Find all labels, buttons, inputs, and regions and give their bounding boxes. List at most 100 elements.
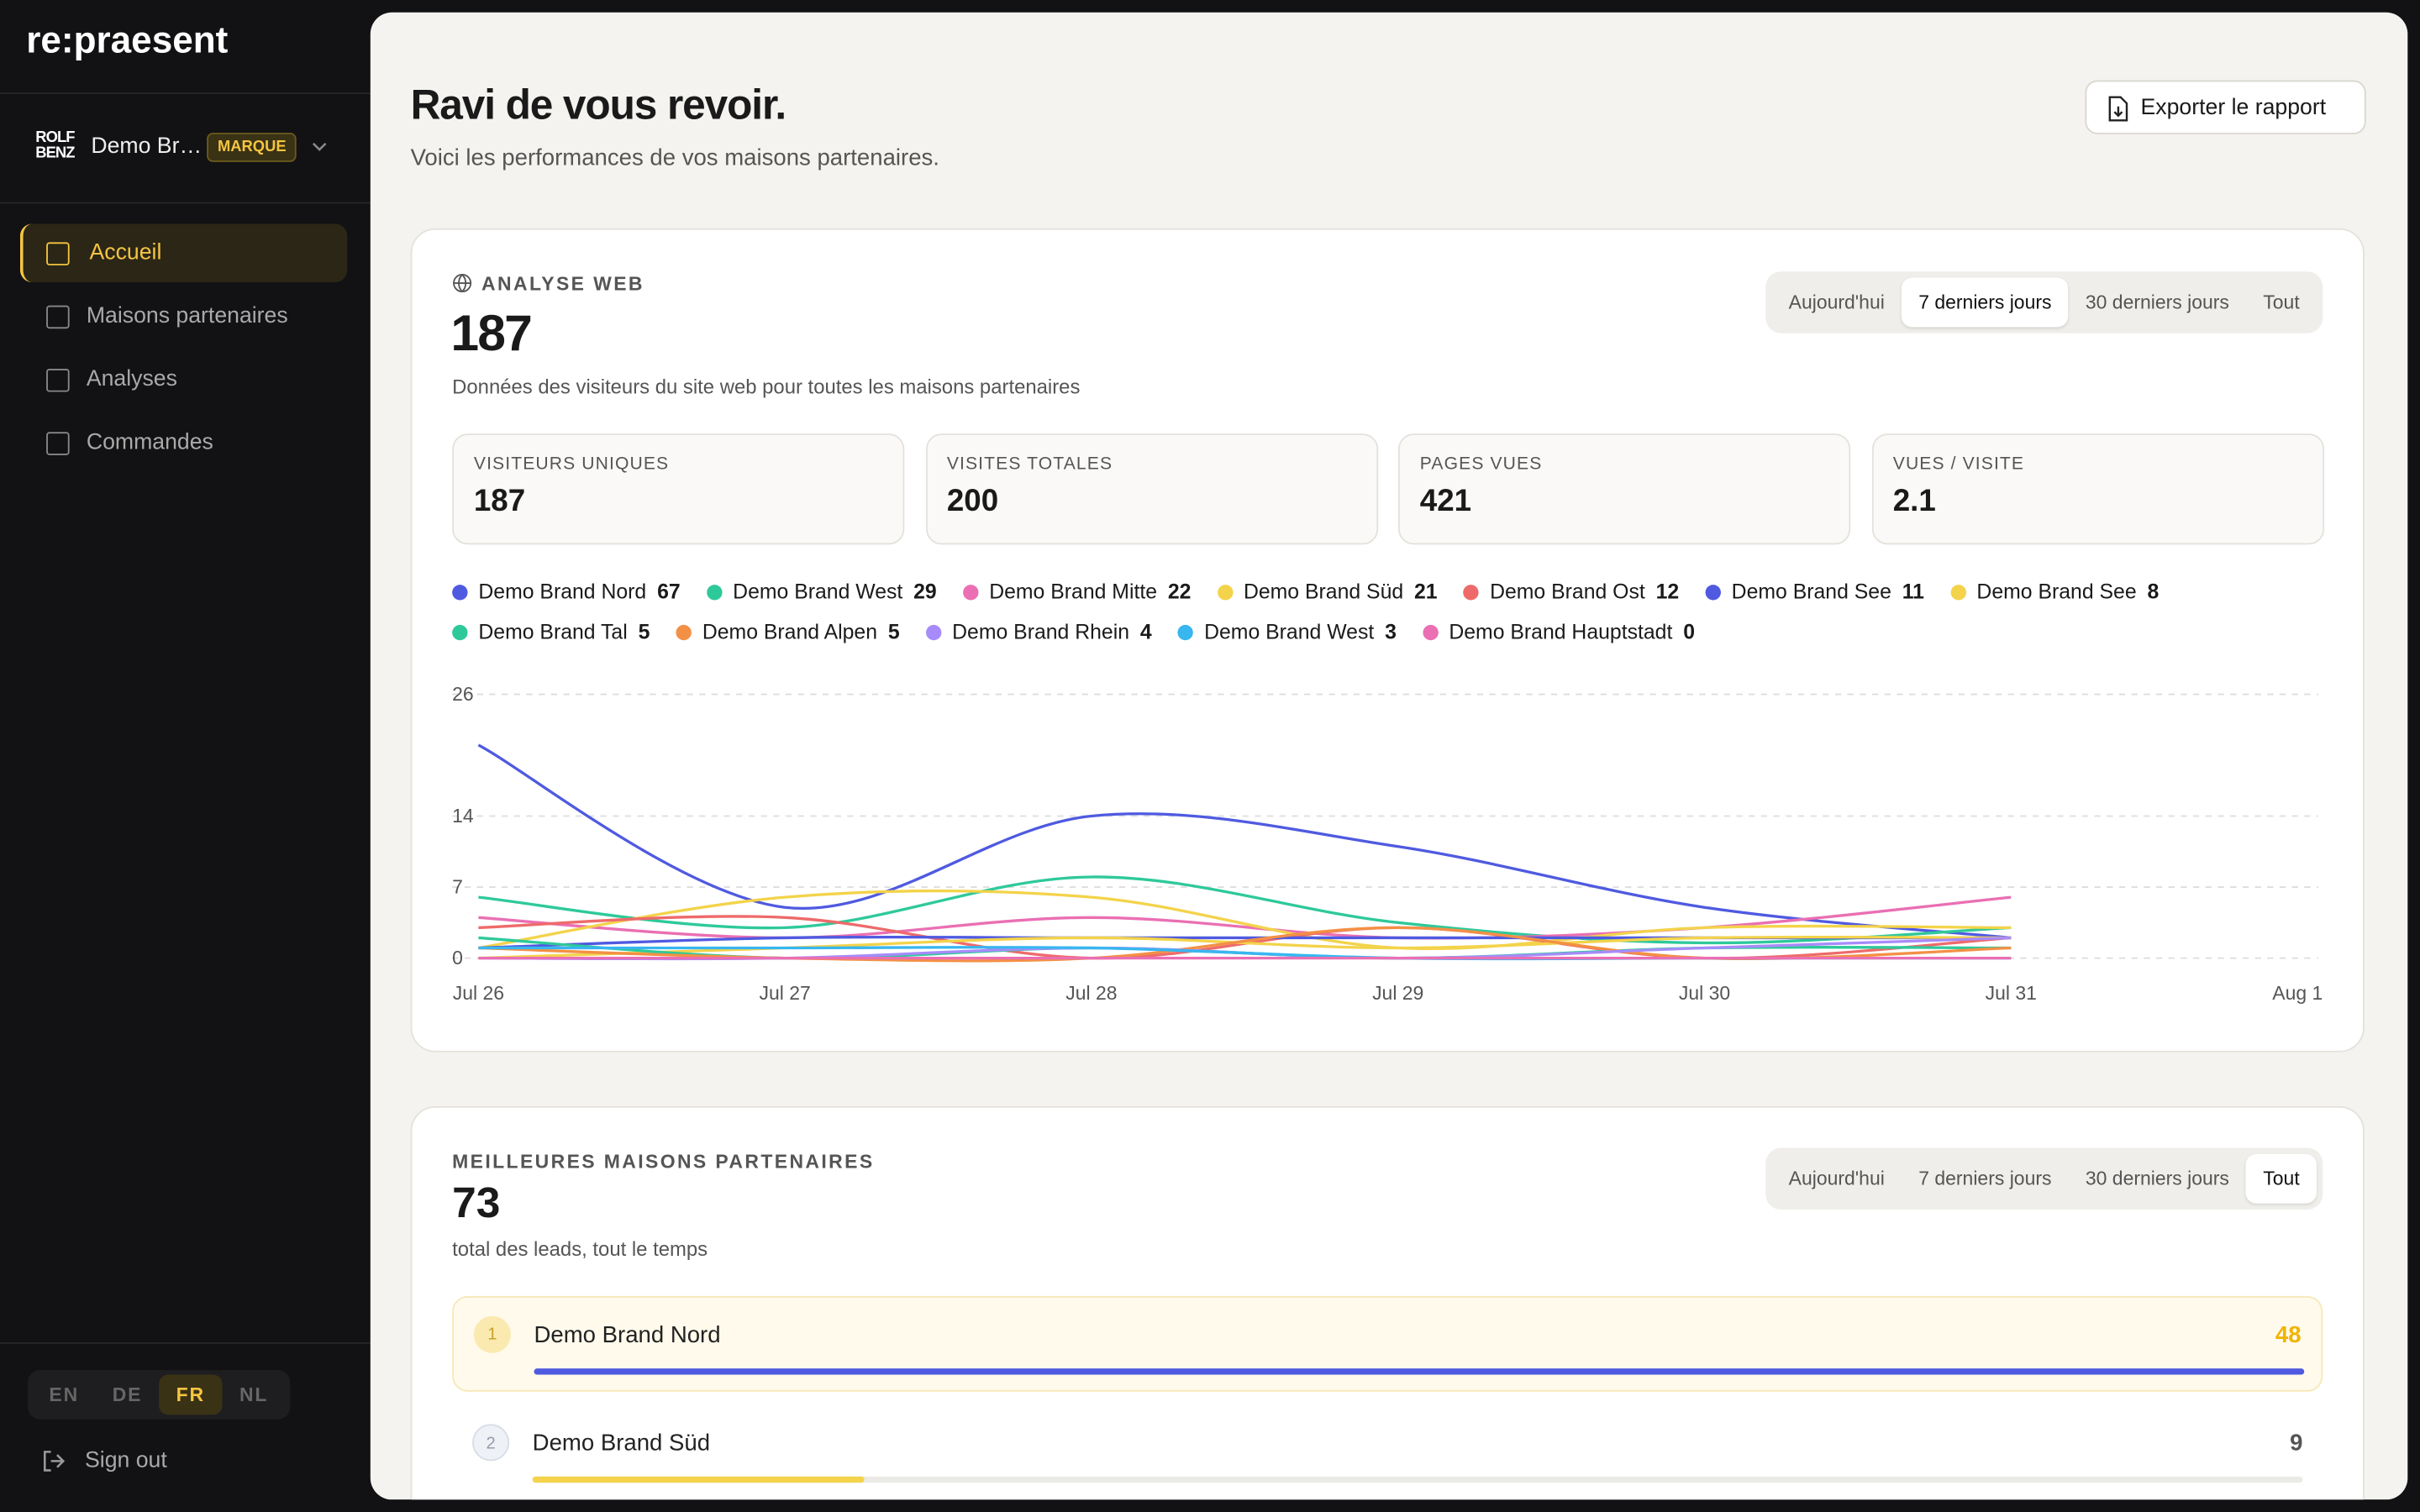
org-badge: MARQUE bbox=[207, 132, 297, 162]
legend-total: 22 bbox=[1167, 580, 1192, 604]
nav-item[interactable]: Commandes bbox=[86, 430, 213, 455]
legend-dot bbox=[706, 584, 723, 600]
legend-dot bbox=[1463, 584, 1480, 600]
range-option[interactable]: 7 derniers jours bbox=[1918, 1168, 2052, 1190]
language[interactable]: FR bbox=[159, 1374, 223, 1415]
x-tick-label: Jul 27 bbox=[760, 982, 811, 1004]
x-tick-label: Jul 30 bbox=[1679, 982, 1730, 1004]
legend-total: 5 bbox=[887, 620, 900, 643]
leader-track bbox=[532, 1476, 2303, 1483]
chevron[interactable] bbox=[308, 137, 330, 155]
leader-row[interactable]: 2 Demo Brand Süd 9 bbox=[452, 1405, 2323, 1501]
range-option[interactable]: 30 derniers jours bbox=[2085, 1168, 2229, 1190]
legend-item[interactable]: Demo Brand Tal 5 bbox=[452, 620, 650, 643]
legend-dot bbox=[1950, 584, 1966, 600]
legend-total: 4 bbox=[1139, 620, 1152, 643]
legend-dot bbox=[676, 623, 692, 640]
export-icon bbox=[2108, 96, 2128, 122]
y-tick-label: 7 bbox=[452, 875, 463, 897]
legend-name: Demo Brand West bbox=[733, 580, 903, 604]
series-line bbox=[478, 895, 2012, 940]
legend-dot bbox=[1217, 584, 1234, 600]
nav-icon bbox=[46, 305, 70, 329]
range-switch: Aujourd'hui 7 derniers jours 30 derniers j… bbox=[1765, 271, 2323, 333]
stat-card: VISITEURS UNIQUES 187 bbox=[452, 433, 905, 545]
legend-name: Demo Brand Nord bbox=[478, 580, 647, 604]
legend-dot bbox=[1177, 623, 1194, 640]
legend-item[interactable]: Demo Brand West 29 bbox=[706, 580, 937, 604]
legend-item[interactable]: Demo Brand Ost 12 bbox=[1463, 580, 1679, 604]
nav-item[interactable]: Analyses bbox=[86, 367, 177, 392]
legend-item[interactable]: Demo Brand West 3 bbox=[1177, 620, 1397, 643]
brand: re:praesent bbox=[26, 19, 229, 62]
logo-line: ROLF bbox=[35, 129, 75, 147]
leaders-description: total des leads, tout le temps bbox=[452, 1237, 708, 1261]
language[interactable]: EN bbox=[49, 1383, 80, 1406]
legend-item[interactable]: Demo Brand See 11 bbox=[1705, 580, 1924, 604]
series-line bbox=[478, 889, 2012, 951]
range-option[interactable]: 7 derniers jours bbox=[1902, 277, 2069, 328]
legend-name: Demo Brand Ost bbox=[1490, 580, 1645, 604]
stat-value: 2.1 bbox=[1892, 484, 1936, 519]
language[interactable]: NL bbox=[239, 1383, 269, 1406]
nav-item[interactable]: Maisons partenaires bbox=[86, 303, 288, 329]
stat-label: VISITEURS UNIQUES bbox=[473, 454, 670, 474]
export-label[interactable]: Exporter le rapport bbox=[2140, 94, 2327, 120]
language[interactable]: DE bbox=[112, 1383, 143, 1406]
stat-card: PAGES VUES 421 bbox=[1398, 433, 1851, 545]
legend-total: 11 bbox=[1902, 580, 1924, 604]
legend-name: Demo Brand West bbox=[1204, 620, 1375, 643]
range-option[interactable]: Tout bbox=[2246, 1153, 2317, 1204]
range-option[interactable]: Aujourd'hui bbox=[1788, 291, 1885, 313]
series-line bbox=[478, 935, 2012, 960]
legend-dot bbox=[1423, 623, 1439, 640]
legend-dot bbox=[925, 623, 942, 640]
range-option[interactable]: 30 derniers jours bbox=[2085, 291, 2229, 313]
divider bbox=[0, 1341, 371, 1344]
leader-row[interactable]: 1 Demo Brand Nord 48 bbox=[452, 1295, 2323, 1392]
legend-name: Demo Brand Tal bbox=[478, 620, 628, 643]
legend-dot bbox=[452, 623, 468, 640]
page-title: Ravi de vous revoir. bbox=[410, 81, 787, 129]
legend-item[interactable]: Demo Brand Hauptstadt 0 bbox=[1423, 620, 1695, 643]
web-card bbox=[410, 228, 2365, 1053]
legend-item[interactable]: Demo Brand Nord 67 bbox=[452, 580, 681, 604]
legend-item[interactable]: Demo Brand Mitte 22 bbox=[962, 580, 1192, 604]
x-tick-label: Jul 31 bbox=[1986, 982, 2037, 1004]
web-total: 187 bbox=[450, 303, 532, 361]
y-tick-label: 0 bbox=[452, 947, 463, 969]
legend-item[interactable]: Demo Brand Süd 21 bbox=[1217, 580, 1438, 603]
leader-bar bbox=[532, 1476, 865, 1483]
org-logo: ROLF BENZ bbox=[35, 129, 75, 162]
nav-item[interactable]: Accueil bbox=[19, 223, 348, 283]
range-option[interactable]: Tout bbox=[2263, 291, 2300, 313]
range-option[interactable]: Aujourd'hui bbox=[1788, 1168, 1885, 1190]
legend-name: Demo Brand See bbox=[1976, 580, 2137, 604]
range-switch: Aujourd'hui 7 derniers jours 30 derniers j… bbox=[1765, 1147, 2323, 1210]
legend-total: 5 bbox=[638, 620, 650, 643]
legend-name: Demo Brand Mitte bbox=[989, 580, 1158, 604]
web-label: ANALYSE WEB bbox=[481, 273, 644, 295]
legend-item[interactable]: Demo Brand Rhein 4 bbox=[925, 620, 1152, 643]
page-subtitle: Voici les performances de vos maisons pa… bbox=[410, 144, 939, 171]
divider bbox=[0, 92, 371, 95]
web-description: Données des visiteurs du site web pour t… bbox=[452, 375, 1081, 398]
stat-card: VISITES TOTALES 200 bbox=[925, 433, 1378, 545]
stat-value: 187 bbox=[473, 484, 526, 519]
legend-total: 3 bbox=[1385, 620, 1397, 643]
globe-icon bbox=[453, 274, 472, 293]
series-line bbox=[477, 743, 2012, 940]
nav-icon bbox=[46, 368, 70, 392]
legend-item[interactable]: Demo Brand See 8 bbox=[1950, 580, 2159, 604]
legend-total: 67 bbox=[657, 580, 681, 604]
x-tick-label: Jul 28 bbox=[1065, 982, 1117, 1004]
org-name[interactable]: Demo Br… bbox=[91, 134, 203, 160]
legend-item[interactable]: Demo Brand Alpen 5 bbox=[676, 620, 900, 643]
legend-total: 29 bbox=[913, 580, 937, 604]
export-button[interactable]: Exporter le rapport bbox=[2085, 80, 2366, 134]
sign-out[interactable]: Sign out bbox=[85, 1448, 167, 1474]
stat-label: VUES / VISITE bbox=[1892, 454, 2025, 474]
leader-value: 48 bbox=[2275, 1322, 2302, 1349]
